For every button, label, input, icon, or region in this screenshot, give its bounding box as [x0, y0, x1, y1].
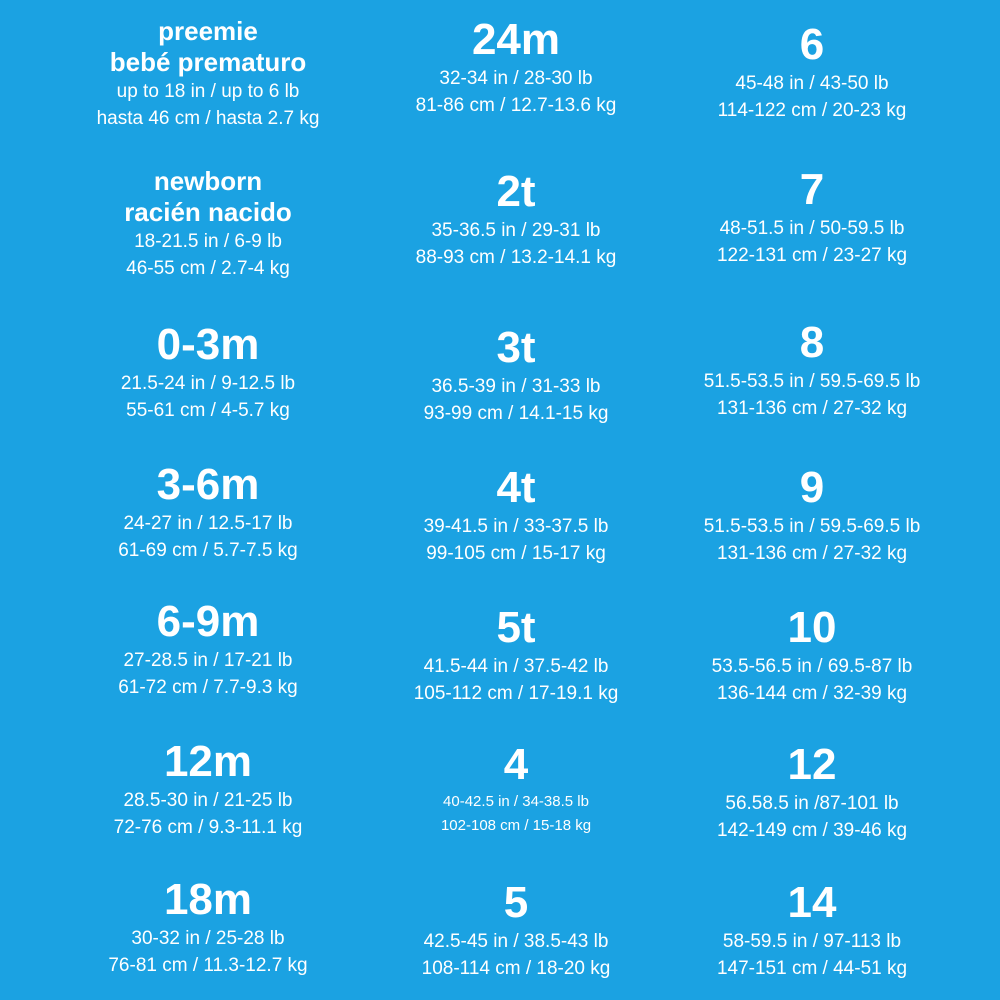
size-title: bebé prematuro	[109, 47, 307, 77]
size-detail: hasta 46 cm / hasta 2.7 kg	[96, 108, 320, 129]
size-title: 2t	[496, 167, 536, 216]
size-detail: 35-36.5 in / 29-31 lb	[431, 220, 601, 241]
size-entry: 14 58-59.5 in / 97-113 lb 147-151 cm / 44-…	[642, 878, 982, 982]
size-detail: 142-149 cm / 39-46 kg	[716, 820, 908, 841]
size-detail: 48-51.5 in / 50-59.5 lb	[719, 218, 905, 239]
size-entry: 5t 41.5-44 in / 37.5-42 lb 105-112 cm / 17…	[346, 603, 686, 707]
size-title: preemie	[158, 16, 258, 46]
size-entry: 4t 39-41.5 in / 33-37.5 lb 99-105 cm / 15-…	[346, 463, 686, 567]
size-detail: 40-42.5 in / 34-38.5 lb	[443, 793, 589, 810]
size-title: 6-9m	[156, 597, 260, 646]
size-detail: 147-151 cm / 44-51 kg	[716, 958, 908, 979]
size-title: 8	[799, 318, 825, 367]
size-title: newborn	[153, 166, 263, 196]
size-detail: 61-69 cm / 5.7-7.5 kg	[118, 540, 298, 561]
size-entry: 3-6m 24-27 in / 12.5-17 lb 61-69 cm / 5.7-…	[38, 460, 378, 564]
size-detail: 21.5-24 in / 9-12.5 lb	[120, 373, 296, 394]
size-detail: 99-105 cm / 15-17 kg	[426, 543, 606, 564]
size-entry: 10 53.5-56.5 in / 69.5-87 lb 136-144 cm / …	[642, 603, 982, 707]
size-detail: 27-28.5 in / 17-21 lb	[123, 650, 293, 671]
size-title: 7	[799, 165, 825, 214]
size-entry: 18m 30-32 in / 25-28 lb 76-81 cm / 11.3-12…	[38, 875, 378, 979]
size-entry: newborn racién nacido 18-21.5 in / 6-9 lb 4…	[38, 166, 378, 282]
size-detail: 45-48 in / 43-50 lb	[735, 73, 889, 94]
size-detail: 55-61 cm / 4-5.7 kg	[126, 400, 290, 421]
size-title: 5	[503, 878, 529, 927]
size-entry: 3t 36.5-39 in / 31-33 lb 93-99 cm / 14.1-1…	[346, 323, 686, 427]
size-entry: 2t 35-36.5 in / 29-31 lb 88-93 cm / 13.2-1…	[346, 167, 686, 271]
size-title: 3t	[496, 323, 536, 372]
size-detail: 105-112 cm / 17-19.1 kg	[413, 683, 619, 704]
size-detail: 32-34 in / 28-30 lb	[439, 68, 593, 89]
size-title: 24m	[471, 15, 561, 64]
size-detail: 42.5-45 in / 38.5-43 lb	[423, 931, 609, 952]
size-title: 14	[787, 878, 837, 927]
size-entry: 7 48-51.5 in / 50-59.5 lb 122-131 cm / 23-…	[642, 165, 982, 269]
size-detail: 51.5-53.5 in / 59.5-69.5 lb	[703, 516, 921, 537]
size-detail: 76-81 cm / 11.3-12.7 kg	[108, 955, 308, 976]
size-entry: 24m 32-34 in / 28-30 lb 81-86 cm / 12.7-13…	[346, 15, 686, 119]
size-detail: 41.5-44 in / 37.5-42 lb	[423, 656, 609, 677]
size-detail: 114-122 cm / 20-23 kg	[717, 100, 907, 121]
size-detail: 136-144 cm / 32-39 kg	[716, 683, 908, 704]
size-detail: 56.58.5 in /87-101 lb	[725, 793, 899, 814]
size-detail: 58-59.5 in / 97-113 lb	[722, 931, 902, 952]
size-title: 0-3m	[156, 320, 260, 369]
size-entry: 5 42.5-45 in / 38.5-43 lb 108-114 cm / 18-…	[346, 878, 686, 982]
size-title: 9	[799, 463, 825, 512]
size-title: 6	[799, 20, 825, 69]
size-detail: 102-108 cm / 15-18 kg	[440, 817, 592, 834]
size-title: racién nacido	[124, 197, 292, 227]
size-entry: 0-3m 21.5-24 in / 9-12.5 lb 55-61 cm / 4-5…	[38, 320, 378, 424]
size-title: 5t	[496, 603, 536, 652]
size-detail: 24-27 in / 12.5-17 lb	[123, 513, 293, 534]
size-entry: 6 45-48 in / 43-50 lb 114-122 cm / 20-23 k…	[642, 20, 982, 124]
size-detail: up to 18 in / up to 6 lb	[116, 81, 300, 102]
size-entry: 6-9m 27-28.5 in / 17-21 lb 61-72 cm / 7.7-…	[38, 597, 378, 701]
size-detail: 36.5-39 in / 31-33 lb	[431, 376, 601, 397]
size-detail: 61-72 cm / 7.7-9.3 kg	[118, 677, 298, 698]
size-detail: 30-32 in / 25-28 lb	[131, 928, 285, 949]
size-detail: 39-41.5 in / 33-37.5 lb	[423, 516, 609, 537]
size-detail: 28.5-30 in / 21-25 lb	[123, 790, 293, 811]
size-entry: 12 56.58.5 in /87-101 lb 142-149 cm / 39-4…	[642, 740, 982, 844]
size-detail: 53.5-56.5 in / 69.5-87 lb	[711, 656, 913, 677]
size-detail: 122-131 cm / 23-27 kg	[716, 245, 908, 266]
size-detail: 72-76 cm / 9.3-11.1 kg	[113, 817, 303, 838]
size-detail: 46-55 cm / 2.7-4 kg	[126, 258, 290, 279]
size-detail: 18-21.5 in / 6-9 lb	[134, 231, 282, 252]
size-detail: 51.5-53.5 in / 59.5-69.5 lb	[703, 371, 921, 392]
size-title: 12	[787, 740, 837, 789]
size-title: 4t	[496, 463, 536, 512]
size-title: 3-6m	[156, 460, 260, 509]
size-entry: 9 51.5-53.5 in / 59.5-69.5 lb 131-136 cm /…	[642, 463, 982, 567]
size-detail: 131-136 cm / 27-32 kg	[716, 398, 908, 419]
size-entry: 12m 28.5-30 in / 21-25 lb 72-76 cm / 9.3-1…	[38, 737, 378, 841]
size-entry: 4 40-42.5 in / 34-38.5 lb 102-108 cm / 15-…	[346, 740, 686, 838]
size-entry: preemie bebé prematuro up to 18 in / up to…	[38, 16, 378, 132]
size-title: 4	[503, 740, 529, 789]
size-detail: 93-99 cm / 14.1-15 kg	[423, 403, 609, 424]
size-detail: 131-136 cm / 27-32 kg	[716, 543, 908, 564]
size-detail: 88-93 cm / 13.2-14.1 kg	[415, 247, 617, 268]
size-title: 12m	[163, 737, 253, 786]
size-detail: 81-86 cm / 12.7-13.6 kg	[415, 95, 617, 116]
size-detail: 108-114 cm / 18-20 kg	[421, 958, 611, 979]
size-title: 10	[787, 603, 837, 652]
size-entry: 8 51.5-53.5 in / 59.5-69.5 lb 131-136 cm /…	[642, 318, 982, 422]
size-title: 18m	[163, 875, 253, 924]
